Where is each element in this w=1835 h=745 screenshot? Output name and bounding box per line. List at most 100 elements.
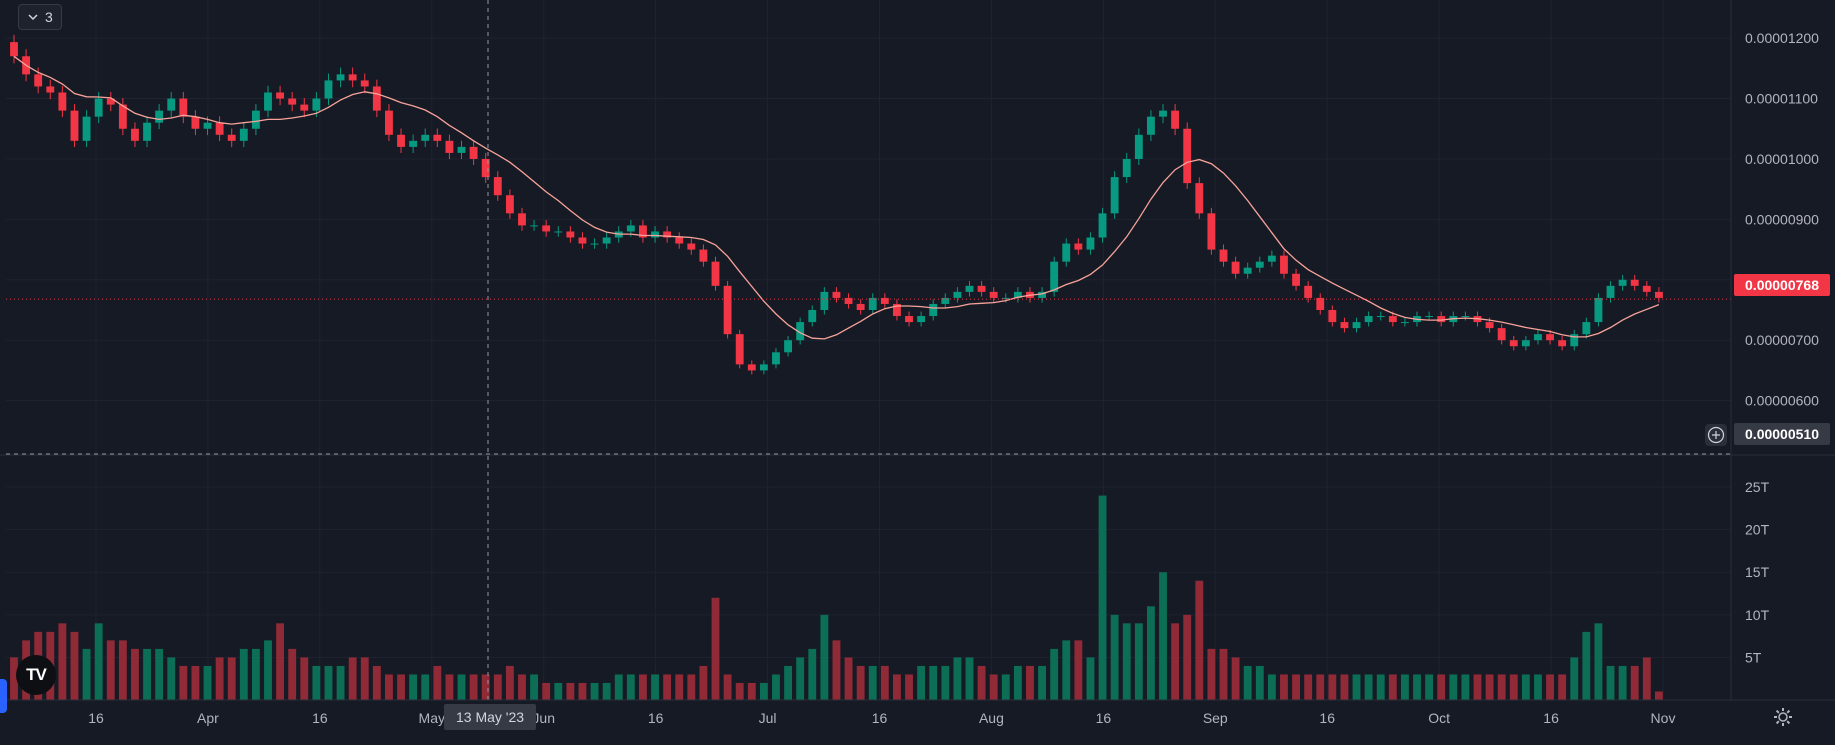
candle-body [1352, 322, 1361, 329]
candle-body [747, 364, 756, 371]
volume-bar [1497, 674, 1506, 700]
series-toggle-button[interactable]: 3 [18, 4, 62, 30]
volume-bar [421, 674, 430, 700]
candle-body [300, 104, 309, 111]
time-tick-label: 16 [88, 710, 104, 726]
volume-bar [118, 640, 127, 700]
candle-body [106, 98, 115, 105]
candle-body [155, 110, 164, 123]
volume-bar [675, 674, 684, 700]
volume-bar [1485, 674, 1494, 700]
candle-body [1086, 237, 1095, 250]
volume-bar [1328, 674, 1337, 700]
volume-bar [203, 665, 212, 700]
volume-bar [542, 682, 551, 700]
volume-bar [747, 682, 756, 700]
price-tick-label: 0.00001200 [1745, 30, 1819, 46]
candle-body [348, 74, 357, 81]
candle-body [421, 134, 430, 141]
candle-body [735, 334, 744, 365]
volume-bar [1461, 674, 1470, 700]
crosshair-price-tag: 0.00000510 [1734, 423, 1830, 445]
volume-bar [58, 623, 67, 700]
candle-body [880, 297, 889, 304]
candle-body [639, 225, 647, 238]
volume-bar [1654, 691, 1663, 700]
volume-bar [953, 657, 962, 700]
volume-bar [1207, 648, 1216, 700]
volume-bar [820, 614, 829, 700]
candle-body [602, 237, 611, 244]
volume-bar [505, 665, 514, 700]
candle-body [1364, 316, 1373, 323]
candle-body [215, 122, 224, 135]
candle-body [1546, 334, 1554, 341]
candle-body [530, 225, 539, 227]
candle-body [808, 310, 817, 323]
candle-body [1050, 261, 1059, 292]
add-alert-button[interactable] [1705, 424, 1727, 446]
volume-bar [578, 682, 587, 700]
volume-bar [941, 665, 950, 700]
candle-body [1485, 322, 1494, 329]
candle-body [264, 92, 272, 111]
volume-bar [892, 674, 901, 700]
volume-bar [360, 657, 369, 700]
candle-body [203, 122, 212, 129]
tradingview-logo-icon[interactable]: TV [16, 655, 56, 695]
volume-bar [1255, 665, 1264, 700]
price-tick-label: 0.00001100 [1745, 91, 1818, 107]
candle-body [1146, 116, 1155, 135]
volume-bar [493, 674, 502, 700]
volume-bar [1050, 648, 1059, 700]
volume-bar [1437, 674, 1446, 700]
candle-body [1304, 285, 1313, 298]
volume-bar [1292, 674, 1300, 700]
volume-bar [385, 674, 393, 700]
volume-bar [179, 665, 188, 700]
volume-bar [1026, 665, 1034, 700]
time-tick-label: 16 [1096, 710, 1112, 726]
gear-icon[interactable] [1771, 705, 1795, 729]
candle-body [481, 158, 490, 178]
volume-bar [215, 657, 224, 700]
candle-body [796, 322, 805, 341]
candle-body [1328, 310, 1337, 323]
volume-bar [832, 640, 841, 700]
candle-body [759, 364, 768, 371]
volume-bar [1352, 674, 1361, 700]
volume-bar [1098, 495, 1107, 700]
volume-tick-label: 5T [1745, 649, 1762, 665]
volume-bar [264, 640, 272, 700]
candle-body [578, 237, 587, 244]
volume-bar [1509, 674, 1518, 700]
candle-body [1195, 183, 1204, 214]
crosshair-date-label: 13 May '23 [444, 704, 537, 730]
candle-body [542, 225, 551, 232]
candle-body [288, 98, 297, 105]
volume-bar [1074, 640, 1083, 700]
volume-bar [639, 674, 647, 700]
volume-bar [409, 674, 418, 700]
candle-body [1183, 128, 1192, 184]
volume-bar [1521, 674, 1530, 700]
candle-body [143, 122, 151, 141]
volume-bar [868, 665, 877, 700]
candle-body [167, 98, 176, 111]
left-panel-tab[interactable] [0, 679, 7, 713]
candle-body [977, 285, 986, 292]
volume-bar [1316, 674, 1325, 700]
volume-bar [1267, 674, 1276, 700]
volume-bar [917, 665, 926, 700]
volume-bar [1219, 648, 1228, 700]
volume-bar [1534, 674, 1542, 700]
volume-bar [1304, 674, 1313, 700]
volume-bar [481, 674, 490, 700]
candle-body [1122, 158, 1131, 178]
candle-body [397, 134, 405, 147]
candle-body [941, 297, 950, 304]
time-tick-label: 16 [1543, 710, 1559, 726]
plus-circle-icon [1707, 426, 1725, 444]
